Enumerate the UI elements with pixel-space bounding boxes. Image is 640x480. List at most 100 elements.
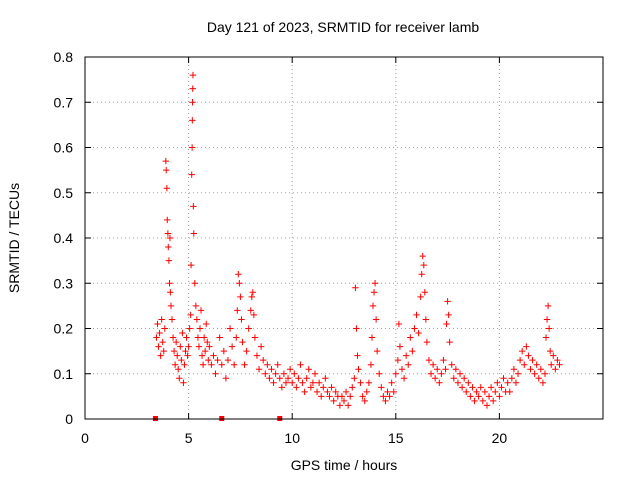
data-point bbox=[164, 216, 171, 224]
data-point bbox=[250, 311, 258, 319]
data-point bbox=[456, 370, 464, 377]
data-point bbox=[249, 289, 257, 296]
data-point bbox=[402, 352, 410, 359]
data-point bbox=[463, 388, 470, 396]
data-point bbox=[421, 289, 429, 296]
data-point bbox=[235, 271, 242, 278]
data-point bbox=[438, 370, 445, 377]
data-point bbox=[330, 397, 337, 405]
y-tick-label: 0.7 bbox=[54, 94, 74, 110]
data-point bbox=[282, 379, 290, 386]
data-point bbox=[210, 352, 217, 359]
data-point bbox=[369, 302, 377, 310]
data-point bbox=[506, 388, 513, 396]
data-point bbox=[224, 356, 232, 364]
data-point bbox=[182, 347, 189, 355]
data-point bbox=[452, 366, 460, 373]
data-point bbox=[400, 375, 408, 382]
data-point bbox=[443, 320, 450, 328]
data-point bbox=[533, 361, 540, 368]
data-point bbox=[545, 325, 553, 332]
data-point bbox=[419, 252, 426, 260]
data-point bbox=[420, 261, 427, 269]
data-point bbox=[270, 379, 277, 386]
data-point bbox=[548, 361, 555, 368]
data-point bbox=[190, 230, 197, 237]
data-point bbox=[180, 379, 187, 386]
data-point bbox=[359, 393, 366, 400]
data-point bbox=[434, 366, 441, 373]
data-point bbox=[429, 361, 437, 368]
data-point bbox=[454, 379, 462, 386]
data-point bbox=[212, 370, 219, 377]
data-point bbox=[390, 388, 397, 396]
data-point bbox=[450, 375, 458, 382]
data-point bbox=[156, 329, 163, 337]
data-point bbox=[179, 329, 186, 337]
data-point bbox=[514, 370, 522, 377]
data-point bbox=[415, 329, 422, 337]
data-point bbox=[205, 356, 212, 364]
data-point bbox=[220, 347, 228, 355]
data-point bbox=[525, 352, 532, 359]
data-point bbox=[274, 361, 281, 368]
data-point bbox=[427, 370, 435, 377]
data-point bbox=[338, 393, 346, 400]
data-point bbox=[477, 384, 484, 391]
data-point bbox=[167, 289, 174, 296]
data-point bbox=[214, 356, 221, 364]
data-point bbox=[332, 388, 339, 396]
y-axis-label: SRMTID / TECUs bbox=[6, 183, 22, 293]
y-tick-label: 0.6 bbox=[54, 140, 74, 156]
data-point bbox=[189, 99, 196, 106]
data-point bbox=[181, 361, 188, 368]
data-point bbox=[521, 361, 528, 368]
data-point bbox=[357, 379, 364, 386]
data-point bbox=[320, 384, 327, 391]
data-point bbox=[165, 243, 172, 251]
data-point bbox=[248, 293, 255, 301]
data-point bbox=[367, 361, 375, 368]
data-point bbox=[448, 361, 455, 368]
data-point bbox=[516, 356, 524, 364]
data-point bbox=[487, 384, 495, 391]
data-point bbox=[498, 384, 505, 391]
data-point bbox=[322, 375, 329, 382]
data-point bbox=[166, 280, 173, 287]
data-point bbox=[354, 352, 361, 359]
data-point bbox=[160, 347, 167, 355]
data-point bbox=[208, 361, 215, 368]
data-point bbox=[177, 343, 184, 350]
data-point bbox=[278, 384, 286, 391]
data-point bbox=[467, 393, 474, 400]
data-point bbox=[268, 366, 275, 373]
data-point bbox=[326, 393, 333, 400]
data-point bbox=[418, 271, 425, 278]
data-point bbox=[172, 338, 180, 346]
data-point bbox=[481, 388, 489, 396]
y-tick-label: 0 bbox=[65, 411, 73, 427]
data-point bbox=[190, 203, 197, 210]
data-point bbox=[155, 343, 162, 350]
data-point bbox=[473, 388, 480, 396]
data-point bbox=[163, 166, 170, 174]
data-point bbox=[405, 361, 412, 368]
data-point bbox=[186, 325, 193, 332]
data-point bbox=[299, 379, 306, 386]
data-point bbox=[376, 370, 383, 377]
data-point bbox=[423, 338, 431, 346]
data-point bbox=[370, 289, 378, 296]
data-point bbox=[295, 375, 302, 382]
data-point bbox=[512, 379, 520, 386]
data-point bbox=[471, 397, 478, 405]
data-point bbox=[417, 293, 424, 301]
data-point bbox=[157, 352, 164, 359]
data-point bbox=[340, 397, 348, 405]
data-point bbox=[378, 384, 385, 391]
data-point bbox=[158, 316, 165, 323]
data-point bbox=[384, 388, 391, 396]
data-point bbox=[206, 343, 213, 350]
data-point bbox=[195, 343, 203, 350]
data-point bbox=[187, 311, 194, 319]
